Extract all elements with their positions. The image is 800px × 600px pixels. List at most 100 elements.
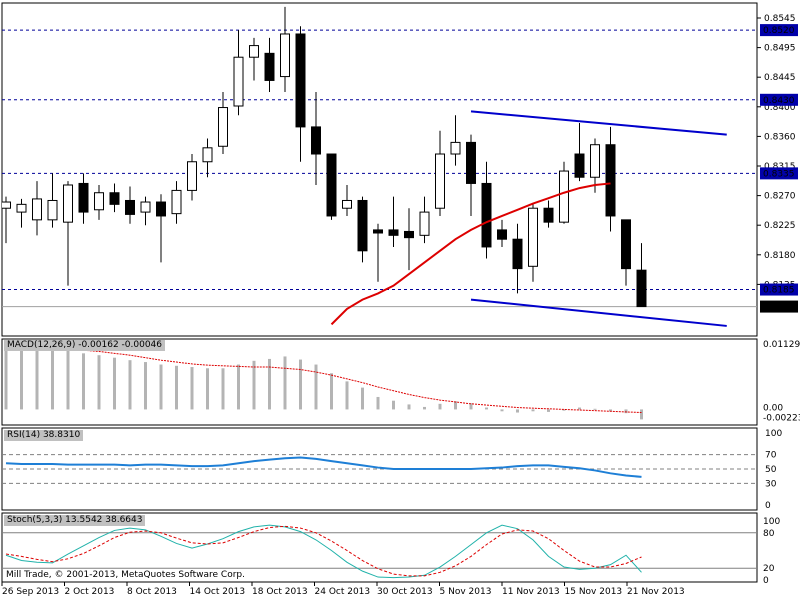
- date-tick-label: 18 Oct 2013: [252, 587, 308, 597]
- macd-histogram-bar: [392, 400, 395, 410]
- date-tick-label: 11 Nov 2013: [502, 587, 560, 597]
- stoch-main-line: [5, 524, 642, 579]
- macd-histogram-bar: [485, 407, 488, 410]
- bull-candle: [16, 203, 27, 213]
- date-tick-label: 21 Nov 2013: [627, 587, 685, 597]
- bear-candle: [512, 238, 523, 270]
- price-tick-label: 0.8400: [764, 103, 796, 113]
- price-tick-label: 0.8225: [764, 221, 796, 231]
- macd-label: MACD(12,26,9) -0.00162 -0.00046: [4, 340, 166, 351]
- macd-histogram-bar: [144, 362, 147, 410]
- current-price-box: [760, 300, 798, 313]
- channel-upper-line: [470, 110, 727, 136]
- macd-tick-label: 0.01129: [763, 340, 800, 350]
- bull-candle: [590, 144, 600, 178]
- bear-candle: [388, 229, 399, 236]
- panel-frame-macd: [1, 338, 758, 426]
- bull-candle: [171, 189, 182, 215]
- bear-candle: [481, 182, 492, 248]
- macd-histogram-bar: [469, 403, 473, 410]
- date-tick-label: 24 Oct 2013: [315, 587, 371, 597]
- price-tick-label: 0.8495: [764, 44, 796, 54]
- stoch-label: Stoch(5,3,3) 13.5542 38.6643: [4, 515, 146, 526]
- macd-tick-label: 0.00: [763, 403, 783, 413]
- macd-histogram-bar: [640, 409, 643, 420]
- level-price-box: [760, 93, 798, 106]
- date-tick-label: 5 Nov 2013: [440, 587, 492, 597]
- macd-histogram-bar: [376, 396, 380, 410]
- rsi-tick-label: 100: [765, 429, 782, 439]
- bull-candle: [187, 161, 197, 191]
- macd-histogram-bar: [206, 368, 209, 410]
- bear-candle: [621, 219, 631, 270]
- macd-histogram-bar: [252, 360, 256, 410]
- stoch-signal-line: [5, 525, 642, 577]
- macd-histogram-bar: [268, 358, 271, 410]
- level-price-label: 0.8185: [763, 286, 795, 296]
- date-tick-label: 15 Nov 2013: [565, 587, 623, 597]
- stoch-tick-label: 0: [763, 576, 769, 586]
- macd-histogram-bar: [500, 409, 504, 412]
- macd-histogram-bar: [593, 408, 597, 410]
- bear-candle: [156, 201, 166, 217]
- macd-histogram-bar: [283, 356, 287, 410]
- macd-histogram-bar: [4, 348, 8, 410]
- stoch-tick-label: 20: [763, 564, 775, 574]
- bull-candle: [94, 192, 104, 211]
- bear-candle: [497, 229, 507, 240]
- price-tick-label: 0.8180: [764, 251, 796, 261]
- channel-lower-line: [470, 298, 727, 327]
- price-series-group: [2, 6, 727, 327]
- bull-candle: [528, 207, 538, 267]
- bull-candle: [218, 107, 228, 147]
- level-price-box: [760, 283, 798, 296]
- bear-candle: [605, 144, 616, 217]
- date-tick-label: 26 Sep 2013: [2, 587, 59, 597]
- bear-candle: [357, 199, 368, 252]
- macd-histogram-bar: [314, 364, 318, 410]
- macd-histogram-bar: [221, 368, 225, 410]
- stoch-tick-label: 80: [763, 529, 775, 539]
- macd-histogram-bar: [345, 381, 349, 410]
- level-price-box: [760, 24, 798, 37]
- bear-candle: [78, 182, 89, 213]
- price-tick-label: 0.8545: [764, 14, 796, 24]
- rsi-tick-label: 70: [765, 451, 777, 461]
- price-tick-label: 0.8445: [764, 73, 796, 83]
- macd-histogram-bar: [330, 373, 333, 410]
- macd-histogram-bar: [609, 409, 612, 412]
- price-tick-label: 0.8360: [764, 132, 796, 142]
- macd-histogram-bar: [516, 409, 519, 413]
- bear-candle: [109, 192, 120, 205]
- rsi-tick-label: 0: [765, 501, 771, 511]
- macd-histogram-bar: [113, 357, 116, 410]
- bear-candle: [636, 269, 647, 308]
- price-tick-label: 0.8315: [764, 162, 796, 172]
- bear-candle: [125, 199, 135, 215]
- bull-candle: [32, 198, 42, 221]
- macd-histogram-bar: [454, 401, 457, 410]
- macd-histogram-bar: [438, 403, 442, 410]
- bull-candle: [450, 141, 461, 155]
- macd-histogram-bar: [547, 409, 550, 412]
- rsi-tick-label: 50: [765, 465, 777, 475]
- date-tick-label: 14 Oct 2013: [190, 587, 246, 597]
- macd-histogram-bar: [51, 348, 54, 410]
- date-tick-label: 30 Oct 2013: [377, 587, 433, 597]
- level-price-label: 0.8335: [763, 169, 795, 179]
- macd-histogram-bar: [531, 409, 535, 412]
- bull-candle: [342, 199, 352, 209]
- price-tick-label: 0.8270: [764, 192, 796, 202]
- copyright-text: Mill Trade, © 2001-2013, MetaQuotes Soft…: [6, 570, 245, 580]
- macd-histogram-bar: [35, 348, 39, 410]
- macd-histogram-bar: [190, 367, 194, 410]
- bear-candle: [543, 207, 554, 223]
- bear-candle: [264, 52, 275, 81]
- moving-average-line: [330, 182, 611, 326]
- date-tick-label: 8 Oct 2013: [127, 587, 177, 597]
- macd-tick-label: -0.00223: [763, 413, 800, 423]
- date-tick-label: 2 Oct 2013: [65, 587, 115, 597]
- panel-frame-main: [1, 2, 758, 337]
- macd-histogram-bar: [361, 387, 364, 410]
- current-price-label: 0.8163: [763, 303, 795, 313]
